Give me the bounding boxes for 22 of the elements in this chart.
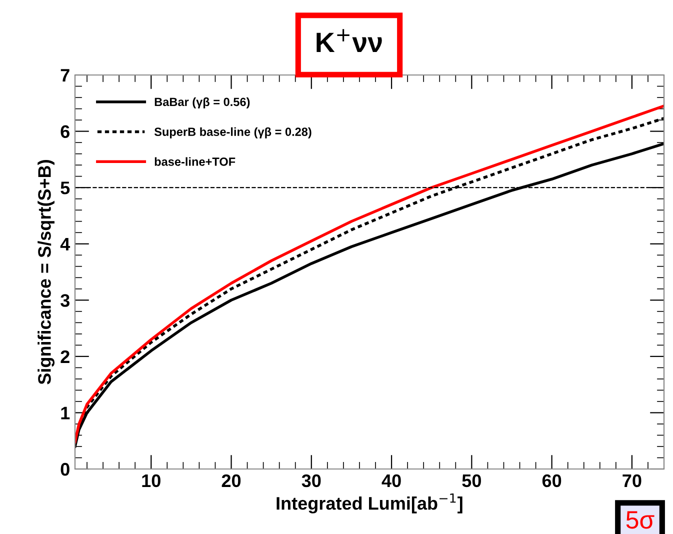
x-tick-label: 50 <box>462 474 481 488</box>
y-tick-label: 1 <box>61 406 70 420</box>
y-tick-label: 7 <box>60 69 70 82</box>
y-tick-label: 6 <box>60 125 70 138</box>
y-tick-label: 2 <box>60 350 70 363</box>
y-axis-title: Significance = S/sqrt(S+B) <box>38 160 55 384</box>
x-tick-label: 60 <box>542 474 562 488</box>
x-tick-label: 20 <box>222 474 241 488</box>
x-tick-label: 10 <box>142 474 160 488</box>
legend-label: BaBar (γβ = 0.56) <box>154 97 250 108</box>
chart-title: K$^{+}$νν <box>316 29 382 52</box>
y-tick-label: 4 <box>60 238 70 250</box>
x-tick-label: 40 <box>382 474 401 488</box>
text: 5σ <box>626 511 654 529</box>
legend-label: SuperB base-line (γβ = 0.28) <box>154 127 312 138</box>
y-tick-label: 5 <box>60 182 70 194</box>
y-tick-label: 3 <box>60 294 70 307</box>
x-tick-label: 30 <box>302 474 321 488</box>
x-tick-label: 70 <box>622 474 642 488</box>
x-axis-title: Integrated Lumi[ab$^{−1}$] <box>276 493 462 514</box>
y-tick-label: 0 <box>60 462 70 476</box>
legend-label: base-line+TOF <box>154 157 236 166</box>
